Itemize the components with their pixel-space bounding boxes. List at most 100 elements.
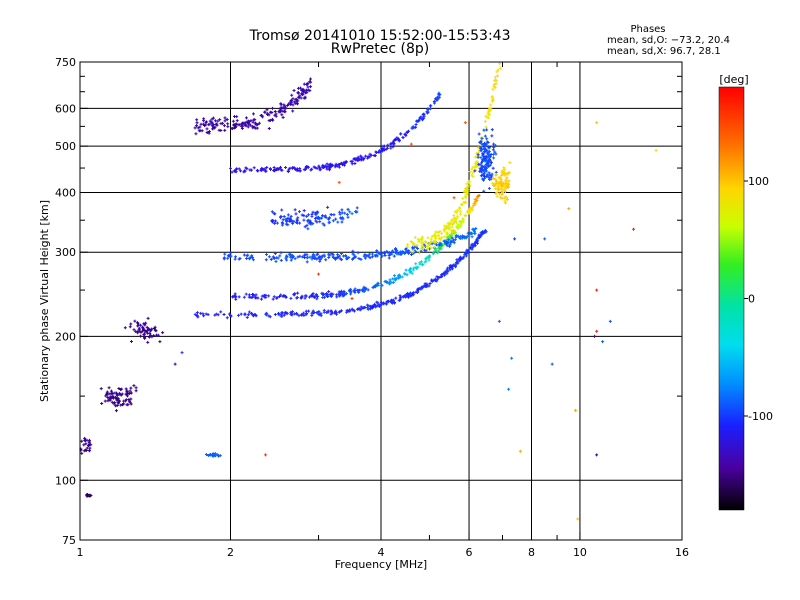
data-point	[119, 387, 123, 391]
data-point	[480, 165, 484, 169]
data-point	[382, 148, 386, 152]
data-point	[480, 147, 484, 151]
data-point	[504, 201, 508, 205]
data-point	[134, 386, 138, 390]
data-point	[139, 330, 143, 334]
data-point	[395, 138, 399, 142]
data-point	[412, 266, 416, 270]
data-point	[500, 196, 504, 200]
data-point	[495, 194, 499, 198]
data-point	[372, 154, 376, 158]
data-point	[346, 207, 350, 211]
data-point	[298, 167, 302, 171]
data-point	[494, 173, 498, 177]
data-point	[488, 177, 492, 181]
data-point	[321, 296, 325, 300]
data-point	[99, 387, 103, 391]
data-point	[476, 236, 480, 240]
data-point	[352, 157, 356, 161]
data-point	[487, 159, 491, 163]
data-point	[315, 297, 319, 301]
data-point	[388, 280, 392, 284]
data-point	[485, 128, 489, 132]
data-point	[274, 259, 278, 263]
data-point	[595, 453, 599, 457]
data-point	[383, 253, 387, 257]
data-point	[273, 169, 277, 173]
data-point	[299, 296, 303, 300]
data-point	[325, 167, 329, 171]
data-point	[225, 316, 229, 320]
data-point	[425, 256, 429, 260]
data-point	[494, 144, 498, 148]
data-point	[470, 206, 474, 210]
data-point	[504, 186, 508, 190]
data-point	[453, 238, 457, 242]
data-point	[468, 170, 472, 174]
data-point	[337, 180, 341, 184]
data-point	[300, 294, 304, 298]
data-point	[327, 290, 331, 294]
data-point	[286, 169, 290, 173]
data-point	[293, 292, 297, 296]
data-point	[283, 107, 287, 111]
data-point	[288, 217, 292, 221]
data-point	[348, 290, 352, 294]
data-point	[450, 218, 454, 222]
data-point	[493, 183, 497, 187]
data-point	[426, 107, 430, 111]
data-point	[451, 221, 455, 225]
data-point	[296, 255, 300, 259]
data-point	[199, 122, 203, 126]
data-point	[173, 362, 177, 366]
data-point	[505, 178, 509, 182]
data-point	[504, 183, 508, 187]
data-point	[252, 294, 256, 298]
data-point	[214, 122, 218, 126]
data-point	[490, 172, 494, 176]
data-point	[430, 279, 434, 283]
y-tick-label: 600	[55, 102, 76, 115]
data-point	[343, 211, 347, 215]
data-point	[249, 119, 253, 123]
data-point	[292, 100, 296, 104]
data-point	[223, 252, 227, 256]
data-point	[300, 213, 304, 217]
data-point	[311, 210, 315, 214]
data-point	[392, 254, 396, 258]
data-point	[429, 246, 433, 250]
data-point	[259, 168, 263, 172]
data-point	[232, 294, 236, 298]
data-point	[398, 298, 402, 302]
data-point	[121, 403, 125, 407]
data-point	[317, 164, 321, 168]
data-point	[254, 314, 258, 318]
data-point	[111, 391, 115, 395]
data-point	[251, 120, 255, 124]
data-point	[490, 128, 494, 132]
y-tick-label: 100	[55, 474, 76, 487]
data-point	[437, 95, 441, 99]
data-point	[481, 173, 485, 177]
data-point	[356, 251, 360, 255]
data-point	[218, 454, 222, 458]
data-point	[479, 174, 483, 178]
data-point	[473, 227, 477, 231]
data-point	[479, 140, 483, 144]
data-point	[242, 253, 246, 257]
data-point	[418, 287, 422, 291]
data-point	[452, 214, 456, 218]
data-point	[407, 251, 411, 255]
data-point	[205, 127, 209, 131]
data-point	[359, 257, 363, 261]
data-point	[495, 70, 499, 74]
data-point	[492, 177, 496, 181]
data-point	[401, 294, 405, 298]
data-point	[214, 312, 218, 316]
data-point	[412, 243, 416, 247]
data-point	[267, 119, 271, 123]
data-point	[449, 234, 453, 238]
data-point	[483, 134, 487, 138]
data-point	[233, 169, 237, 173]
data-point	[460, 234, 464, 238]
